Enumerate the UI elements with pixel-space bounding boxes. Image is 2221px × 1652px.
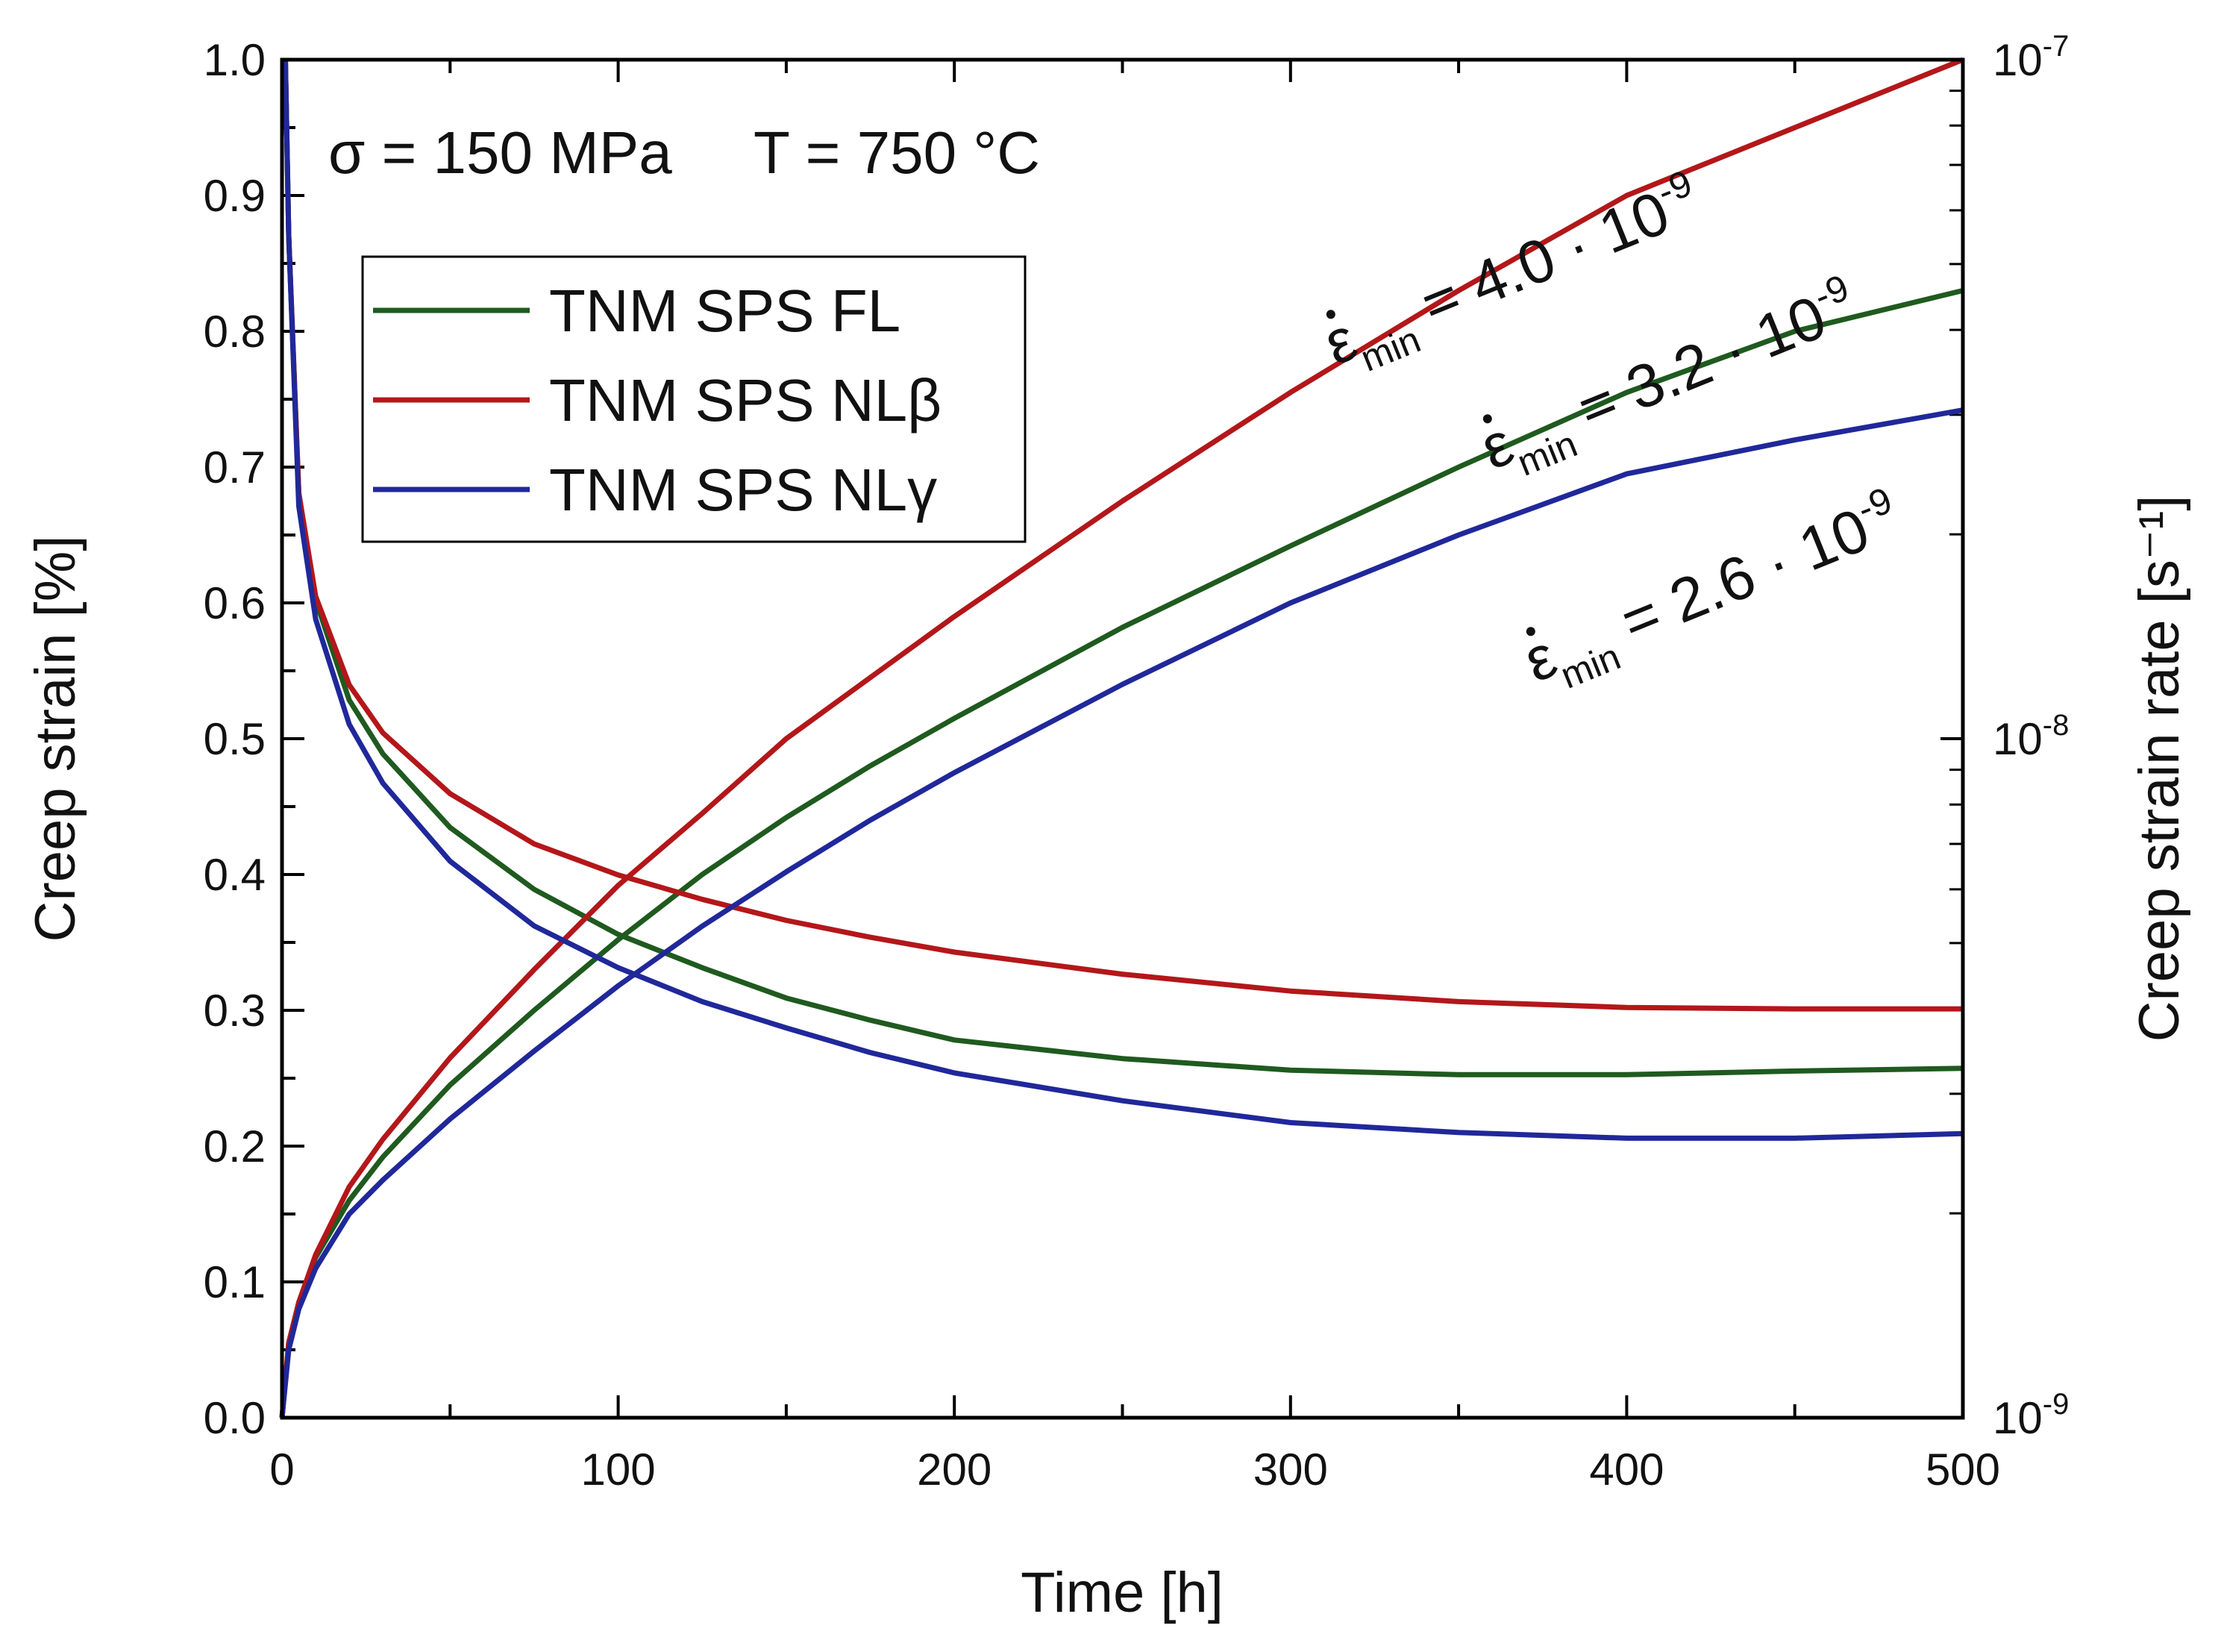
x-tick-label: 400 bbox=[1589, 1445, 1664, 1495]
y-tick-label: 1.0 bbox=[204, 35, 266, 85]
x-axis-title: Time [h] bbox=[1021, 1561, 1224, 1624]
y-tick-label: 0.4 bbox=[204, 850, 266, 900]
y-tick-label: 0.6 bbox=[204, 578, 266, 628]
stress-label: σ = 150 MPa bbox=[328, 119, 672, 186]
y-axis-title: Creep strain [%] bbox=[24, 536, 87, 942]
rate-curve-2 bbox=[283, 59, 1964, 1141]
x-tick-label: 200 bbox=[917, 1445, 992, 1495]
rate-curve-1 bbox=[283, 59, 1963, 1012]
y2-tick-label: 10-7 bbox=[1993, 30, 2069, 85]
legend-label-0: TNM SPS FL bbox=[549, 278, 900, 344]
epsilon-dot-icon-1 bbox=[1326, 310, 1335, 319]
tick-label-layer: 0 100 200 300 400 500 0.0 0.1 0.2 0.3 0.4 0.5 0.6 0.7… bbox=[204, 30, 2070, 1495]
y-tick-label: 0.3 bbox=[204, 986, 266, 1036]
y2-tick-label: 10-9 bbox=[1993, 1388, 2069, 1443]
y-tick-label: 0.2 bbox=[204, 1121, 266, 1171]
y-tick-label: 0.1 bbox=[204, 1257, 266, 1307]
y2-tick-label: 10-8 bbox=[1993, 709, 2069, 764]
y2-axis-title: Creep strain rate [s⁻¹] bbox=[2128, 495, 2191, 1042]
y-tick-label: 0.9 bbox=[204, 171, 266, 221]
x-tick-label: 500 bbox=[1926, 1445, 2000, 1495]
strain-curve-1 bbox=[279, 57, 1964, 1418]
x-tick-label: 0 bbox=[269, 1445, 294, 1495]
plot-frame bbox=[280, 57, 1965, 1420]
y-tick-label: 0.8 bbox=[204, 307, 266, 357]
legend: TNM SPS FL TNM SPS NLβ TNM SPS NLγ bbox=[361, 255, 1027, 543]
strain-curve-2 bbox=[279, 407, 1964, 1418]
y-tick-label: 0.5 bbox=[204, 714, 266, 764]
x-tick-label: 100 bbox=[581, 1445, 656, 1495]
epsilon-dot-icon-0 bbox=[1482, 414, 1492, 424]
temperature-label: T = 750 °C bbox=[754, 119, 1040, 186]
legend-label-2: TNM SPS NLγ bbox=[549, 457, 937, 523]
epsilon-dot-icon-2 bbox=[1526, 627, 1535, 636]
y-tick-label: 0.7 bbox=[204, 442, 266, 492]
series-layer bbox=[279, 57, 1964, 1418]
legend-label-1: TNM SPS NLβ bbox=[549, 367, 942, 434]
condition-label: σ = 150 MPa T = 750 °C bbox=[328, 119, 1040, 186]
x-tick-label: 300 bbox=[1253, 1445, 1328, 1495]
y-tick-label: 0.0 bbox=[204, 1393, 266, 1443]
